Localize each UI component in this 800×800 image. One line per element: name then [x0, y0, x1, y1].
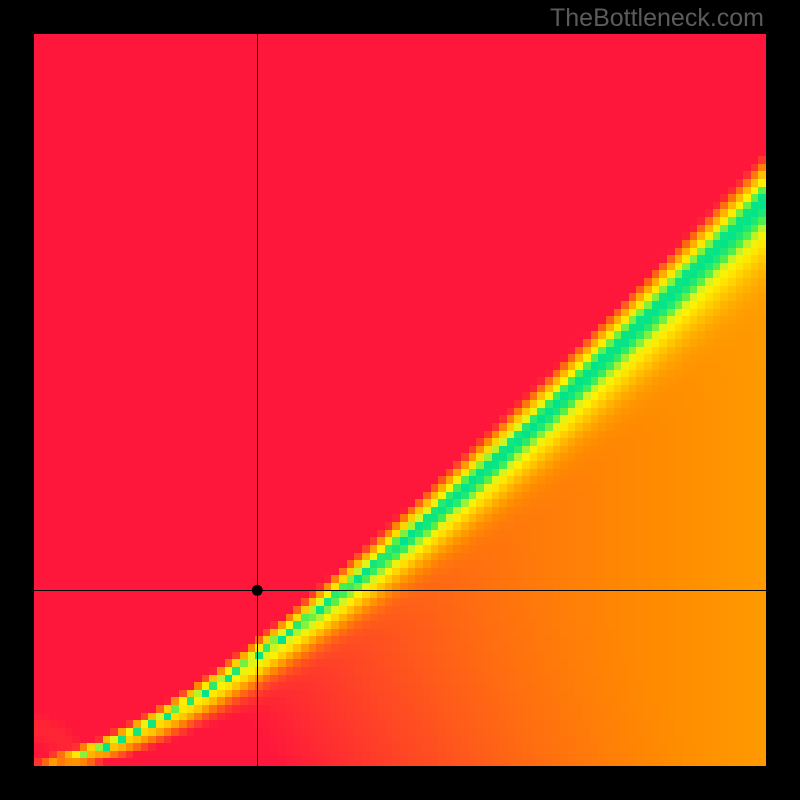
chart-container: { "canvas": { "width": 800, "height": 80…: [0, 0, 800, 800]
bottleneck-heatmap: [34, 34, 766, 766]
watermark-text: TheBottleneck.com: [550, 4, 764, 33]
